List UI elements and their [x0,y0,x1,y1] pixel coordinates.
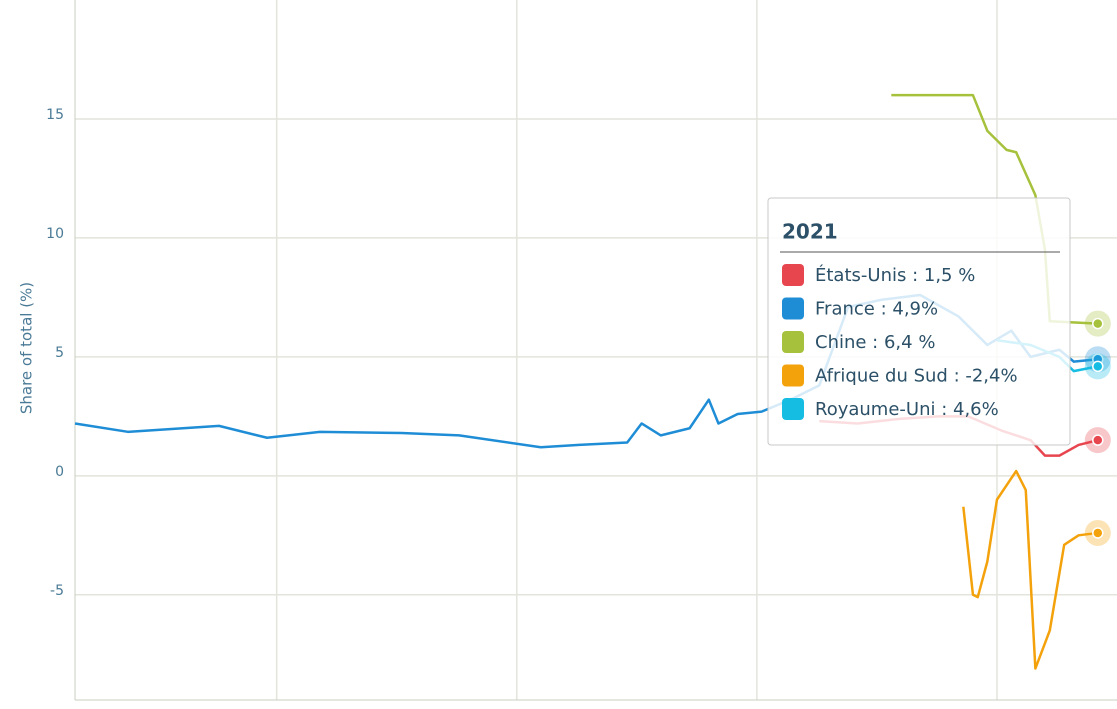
y-tick-label: 0 [55,464,64,480]
y-tick-label: 10 [46,226,64,242]
tooltip-item: Chine : 6,4 % [815,332,935,353]
end-point [1092,434,1104,446]
tooltip-item: France : 4,9% [815,299,938,320]
series-line [962,469,1098,670]
tooltip-swatch [782,398,804,420]
y-tick-label: 15 [46,107,64,123]
tooltip-header: 2021 [782,220,838,244]
tooltip-item: États-Unis : 1,5 % [815,264,975,286]
end-point [1092,317,1104,330]
grid [75,0,1117,700]
tooltip-box [767,197,1071,446]
tooltip: 2021 États-Unis : 1,5 % France : 4,9% Chin… [767,197,1071,446]
tooltip-swatch [782,331,804,353]
tooltip-swatch [782,297,804,320]
y-axis-label: Share of total (%) [18,282,36,414]
tooltip-item: Royaume-Uni : 4,6% [815,399,999,420]
tooltip-swatch [782,364,804,387]
end-point [1092,360,1104,373]
y-tick-label: 5 [55,345,64,361]
y-tick-label: -5 [50,583,64,599]
end-point [1092,527,1104,539]
tooltip-swatch [782,264,804,286]
tooltip-item: Afrique du Sud : -2,4% [815,366,1018,387]
